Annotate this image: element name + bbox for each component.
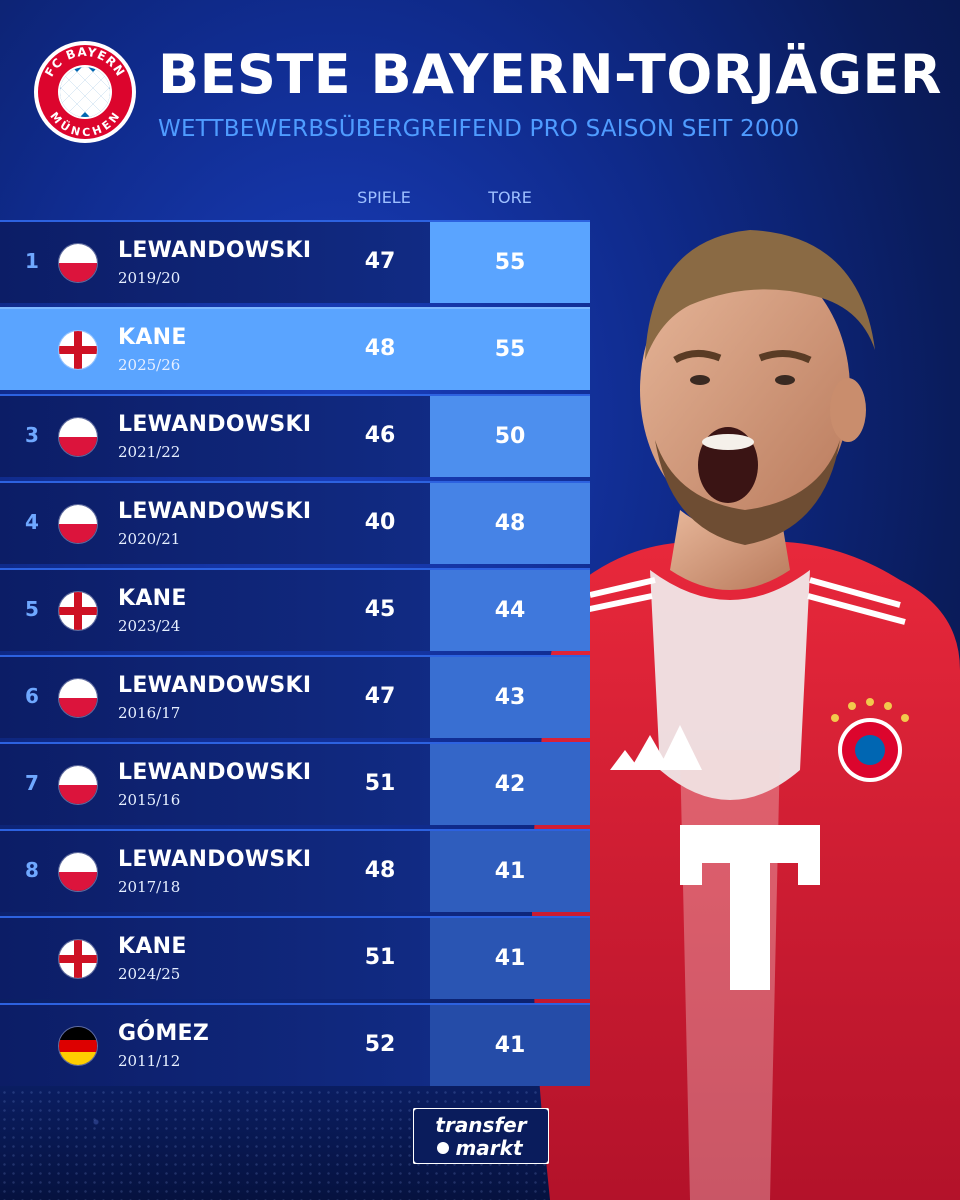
transfermarkt-logo-icon: transfer markt <box>413 1108 549 1164</box>
games-count: 52 <box>364 1032 396 1057</box>
player-name: LEWANDOWSKI <box>118 847 312 872</box>
poland-flag-icon <box>58 417 98 457</box>
england-flag-icon <box>58 591 98 631</box>
poland-flag-icon <box>58 852 98 892</box>
goals-count: 42 <box>430 744 590 825</box>
rank-number: 7 <box>25 771 39 795</box>
table-row: 4 LEWANDOWSKI 2020/21 40 48 <box>0 481 590 564</box>
goals-count: 48 <box>430 483 590 564</box>
games-count: 48 <box>364 858 396 883</box>
footballer-celebrating-image <box>532 230 960 1200</box>
games-count: 46 <box>364 423 396 448</box>
page-subtitle: WETTBEWERBSÜBERGREIFEND PRO SAISON SEIT … <box>158 116 800 142</box>
player-name: LEWANDOWSKI <box>118 760 312 785</box>
season: 2024/25 <box>118 965 181 983</box>
games-count: 40 <box>364 510 396 535</box>
brand-line1: transfer <box>435 1113 527 1137</box>
goals-count: 41 <box>430 1005 590 1086</box>
table-row: 7 LEWANDOWSKI 2015/16 51 42 <box>0 742 590 825</box>
england-flag-icon <box>58 330 98 370</box>
season: 2021/22 <box>118 443 181 461</box>
player-name: GÓMEZ <box>118 1021 210 1046</box>
games-count: 47 <box>364 684 396 709</box>
season: 2016/17 <box>118 704 181 722</box>
season: 2023/24 <box>118 617 181 635</box>
rank-number: 4 <box>25 510 39 534</box>
season: 2025/26 <box>118 356 181 374</box>
england-flag-icon <box>58 939 98 979</box>
table-row: 3 LEWANDOWSKI 2021/22 46 50 <box>0 394 590 477</box>
goals-count: 55 <box>430 222 590 303</box>
rank-number: 6 <box>25 684 39 708</box>
player-name: LEWANDOWSKI <box>118 238 312 263</box>
season: 2020/21 <box>118 530 181 548</box>
season: 2019/20 <box>118 269 181 287</box>
player-name: LEWANDOWSKI <box>118 499 312 524</box>
germany-flag-icon <box>58 1026 98 1066</box>
player-name: KANE <box>118 934 187 959</box>
goals-count: 55 <box>430 309 590 390</box>
player-name: KANE <box>118 325 187 350</box>
fc-bayern-muenchen-logo-icon: FC BAYERN MÜNCHEN <box>34 41 136 143</box>
games-count: 47 <box>364 249 396 274</box>
player-name: LEWANDOWSKI <box>118 673 312 698</box>
poland-flag-icon <box>58 504 98 544</box>
poland-flag-icon <box>58 243 98 283</box>
rank-number: 1 <box>25 249 39 273</box>
brand-line2: markt <box>455 1136 524 1160</box>
player-name: KANE <box>118 586 187 611</box>
table-row: 1 LEWANDOWSKI 2019/20 47 55 <box>0 220 590 303</box>
games-count: 48 <box>364 336 396 361</box>
season: 2017/18 <box>118 878 181 896</box>
table-row: KANE 2025/26 48 55 <box>0 307 590 390</box>
column-header-goals: TORE <box>488 188 532 207</box>
player-name: LEWANDOWSKI <box>118 412 312 437</box>
table-row: 6 LEWANDOWSKI 2016/17 47 43 <box>0 655 590 738</box>
games-count: 51 <box>364 771 396 796</box>
goals-count: 43 <box>430 657 590 738</box>
poland-flag-icon <box>58 765 98 805</box>
table-row: GÓMEZ 2011/12 52 41 <box>0 1003 590 1086</box>
table-row: 8 LEWANDOWSKI 2017/18 48 41 <box>0 829 590 912</box>
column-header-games: SPIELE <box>357 188 411 207</box>
rank-number: 8 <box>25 858 39 882</box>
goals-count: 44 <box>430 570 590 651</box>
games-count: 51 <box>364 945 396 970</box>
table-row: KANE 2024/25 51 41 <box>0 916 590 999</box>
top-scorers-table: 1 LEWANDOWSKI 2019/20 47 55 KANE 2025/26 48 55 3 L… <box>0 220 590 1090</box>
table-row: 5 KANE 2023/24 45 44 <box>0 568 590 651</box>
season: 2015/16 <box>118 791 181 809</box>
page-title: BESTE BAYERN-TORJÄGER <box>158 43 942 106</box>
poland-flag-icon <box>58 678 98 718</box>
goals-count: 41 <box>430 831 590 912</box>
rank-number: 3 <box>25 423 39 447</box>
goals-count: 41 <box>430 918 590 999</box>
rank-number: 5 <box>25 597 39 621</box>
goals-count: 50 <box>430 396 590 477</box>
games-count: 45 <box>364 597 396 622</box>
season: 2011/12 <box>118 1052 181 1070</box>
